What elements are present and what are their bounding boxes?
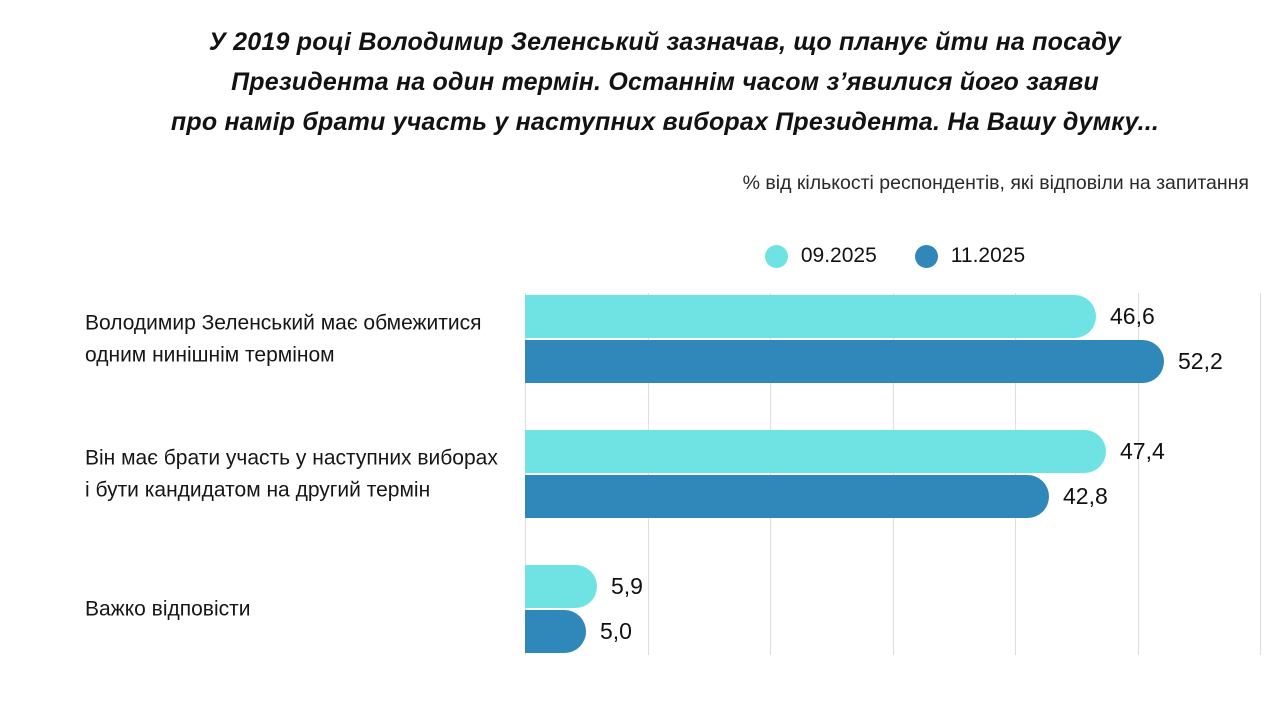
category-labels: Володимир Зеленський має обмежитися одним… [0,0,520,703]
bar-11.2025-category-3 [525,610,586,653]
bar-09.2025-category-1 [525,295,1096,338]
value-label: 42,8 [1063,483,1108,509]
category-label-line: і бути кандидатом на другий термін [85,478,431,501]
gridline [893,293,894,655]
value-label: 52,2 [1178,348,1223,374]
bar-11.2025-category-2 [525,475,1049,518]
value-label: 5,9 [611,573,643,599]
legend-item-09-2025: 09.2025 [764,244,877,268]
category-label: Важко відповісти [85,593,515,625]
value-label: 5,0 [600,618,632,644]
chart-title: У 2019 році Володимир Зеленський зазнача… [140,22,1190,142]
category-label-line: Володимир Зеленський має обмежитися [85,311,482,335]
category-label-line: Він має брати участь у наступних виборах [85,446,498,470]
category-label-line: Важко відповісти [85,597,251,621]
gridline [525,293,526,655]
chart-title-line-1: У 2019 році Володимир Зеленський зазнача… [208,28,1122,56]
chart-title-line-3: про намір брати участь у наступних вибор… [170,108,1160,136]
category-label: Володимир Зеленський має обмежитися одним… [85,308,515,371]
bar-11.2025-category-1 [525,340,1164,383]
legend-label-11-2025: 11.2025 [950,244,1026,267]
value-label: 46,6 [1110,303,1155,329]
gridline [648,293,649,655]
legend-item-11-2025: 11.2025 [914,244,1026,268]
legend-label-09-2025: 09.2025 [800,244,877,267]
bar-09.2025-category-3 [525,565,597,608]
legend-dot-11-2025-icon [914,244,938,268]
gridline [1260,293,1261,655]
value-label: 47,4 [1120,438,1165,464]
gridline [1138,293,1139,655]
gridline [770,293,771,655]
plot-area: 46,6 47,4 5,9 52,2 42,8 5,0 [525,293,1265,655]
legend: 09.2025 11.2025 [525,244,1265,268]
chart-subtitle: % від кількості респондентів, які відпов… [742,172,1249,194]
legend-dot-09-2025-icon [764,244,788,268]
bar-09.2025-category-2 [525,430,1106,473]
category-label-line: одним нинішнім терміном [85,343,335,366]
gridline [1015,293,1016,655]
category-label: Він має брати участь у наступних виборах… [85,443,515,506]
chart-title-line-2: Президента на один термін. Останнім часо… [231,68,1099,96]
